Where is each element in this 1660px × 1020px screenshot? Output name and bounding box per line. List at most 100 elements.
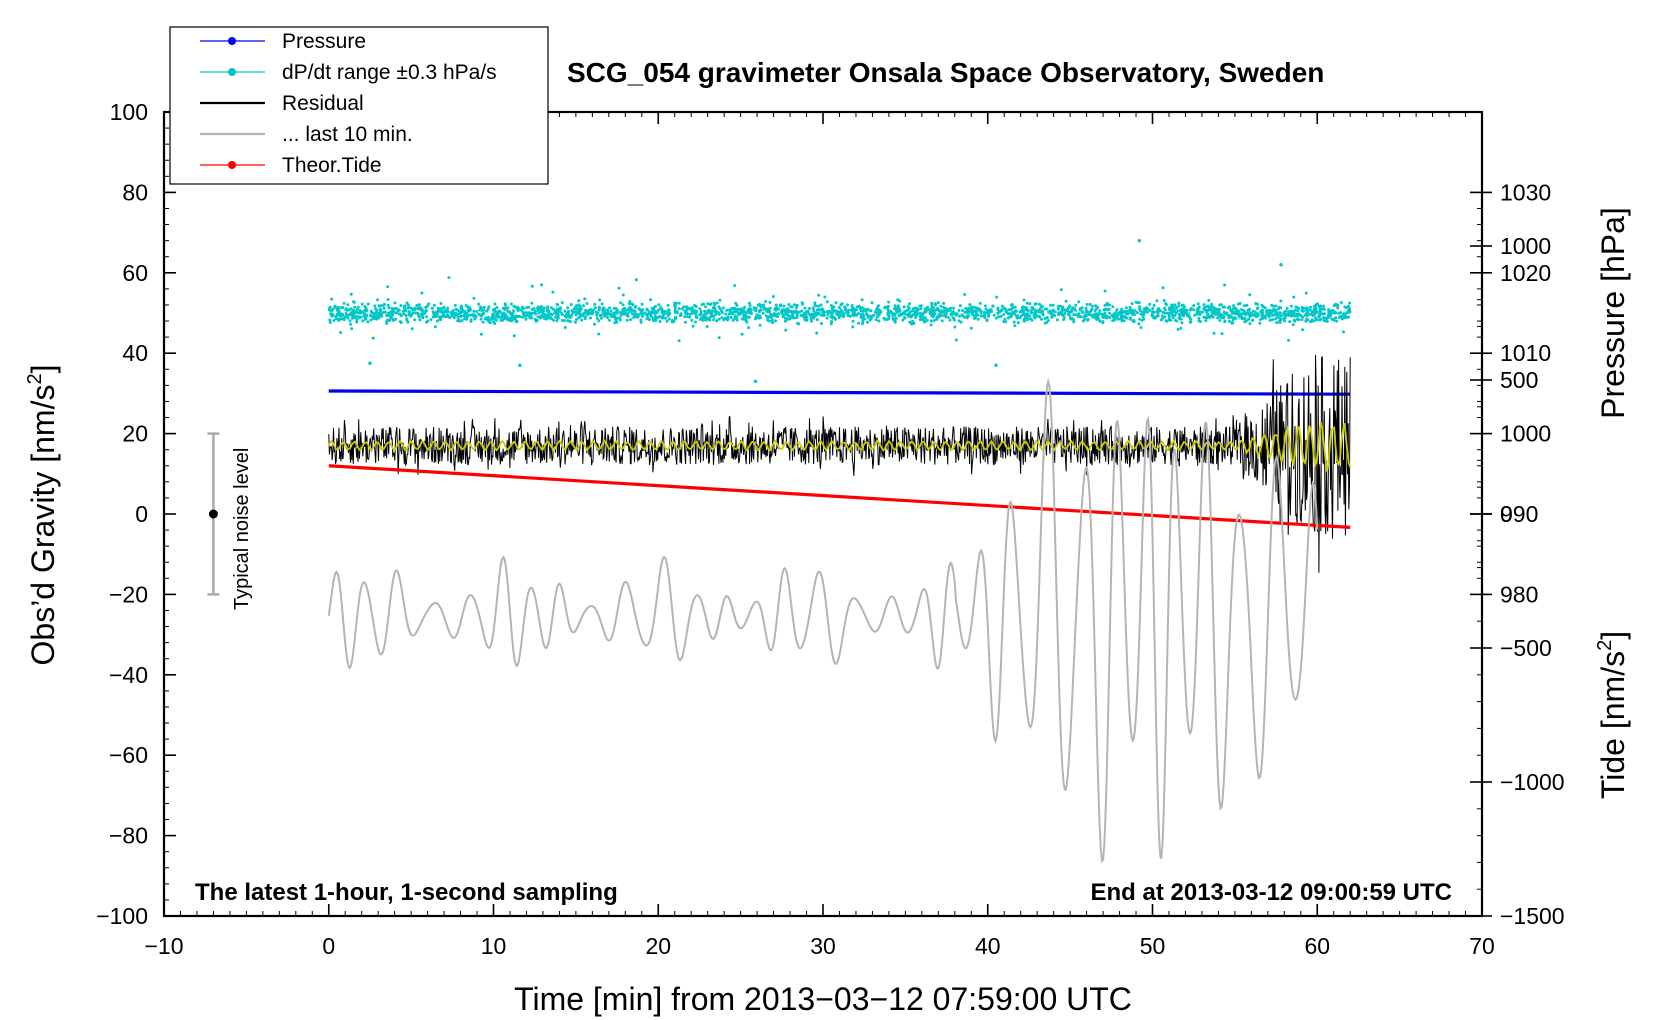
dpdt-point	[972, 316, 976, 320]
dpdt-point	[492, 317, 496, 321]
dpdt-point	[1148, 302, 1152, 306]
y-axis-label-tide: Tide [nm/s2]	[1594, 631, 1631, 799]
dpdt-point	[1176, 309, 1180, 313]
dpdt-point	[1340, 317, 1344, 321]
dpdt-point	[754, 309, 758, 313]
dpdt-point	[809, 319, 813, 323]
dpdt-point	[359, 310, 363, 314]
dpdt-point	[1163, 306, 1167, 310]
dpdt-point	[1197, 319, 1201, 323]
dpdt-point	[1016, 321, 1020, 325]
dpdt-point	[530, 284, 534, 288]
dpdt-point	[597, 332, 601, 336]
dpdt-point	[639, 318, 643, 322]
dpdt-point	[1067, 306, 1071, 310]
dpdt-point	[1180, 321, 1184, 325]
dpdt-point	[683, 315, 687, 319]
dpdt-point	[460, 319, 464, 322]
dpdt-point	[392, 310, 396, 314]
dpdt-point	[872, 313, 876, 317]
dpdt-point	[1171, 306, 1175, 310]
dpdt-point	[1095, 313, 1099, 317]
dpdt-point	[1319, 312, 1322, 315]
dpdt-point	[575, 304, 579, 308]
dpdt-point	[376, 312, 380, 316]
dpdt-point	[1296, 309, 1299, 313]
dpdt-point	[968, 303, 972, 307]
dpdt-point	[1085, 313, 1089, 317]
dpdt-point	[1327, 308, 1331, 312]
dpdt-point	[919, 313, 923, 317]
dpdt-point	[1214, 312, 1218, 316]
dpdt-point	[963, 293, 967, 296]
dpdt-point	[813, 303, 817, 307]
dpdt-outlier-point	[368, 361, 372, 365]
dpdt-point	[733, 317, 737, 320]
dpdt-point	[1295, 317, 1299, 321]
dpdt-point	[1070, 306, 1074, 310]
dpdt-point	[573, 320, 577, 324]
dpdt-point	[593, 322, 596, 326]
dpdt-point	[677, 339, 681, 343]
dpdt-point	[652, 311, 656, 315]
dpdt-point	[915, 310, 919, 314]
dpdt-point	[398, 320, 402, 324]
dpdt-point	[915, 308, 919, 312]
y-tick-label: −80	[109, 823, 148, 849]
dpdt-point	[1005, 310, 1008, 314]
dpdt-point	[972, 313, 976, 317]
dpdt-point	[405, 301, 409, 305]
dpdt-point	[996, 308, 1000, 312]
dpdt-point	[782, 309, 786, 313]
dpdt-point	[1029, 311, 1033, 315]
dpdt-point	[1067, 313, 1071, 317]
dpdt-point	[502, 311, 506, 315]
dpdt-point	[1028, 302, 1032, 306]
dpdt-point	[1270, 303, 1274, 307]
tide-tick-label: 500	[1500, 367, 1538, 393]
dpdt-point	[807, 307, 811, 310]
dpdt-point	[859, 313, 863, 317]
dpdt-point	[989, 308, 993, 312]
dpdt-point	[1163, 315, 1167, 319]
dpdt-point	[819, 313, 823, 317]
dpdt-point	[1253, 310, 1257, 314]
plot-frame	[162, 110, 1484, 918]
dpdt-point	[1047, 310, 1051, 314]
dpdt-point	[612, 311, 616, 315]
dpdt-point	[764, 314, 768, 318]
dpdt-point	[1062, 316, 1066, 320]
dpdt-point	[862, 309, 866, 312]
dpdt-point	[439, 302, 443, 305]
dpdt-point	[445, 310, 449, 314]
dpdt-point	[1135, 311, 1139, 315]
dpdt-point	[1345, 311, 1349, 315]
dpdt-point	[976, 317, 980, 321]
dpdt-point	[798, 310, 801, 314]
dpdt-point	[432, 312, 436, 316]
dpdt-point	[729, 316, 733, 319]
dpdt-point	[361, 319, 365, 323]
dpdt-point	[1331, 309, 1335, 312]
noise-level-label: Typical noise level	[231, 448, 253, 610]
dpdt-point	[1108, 316, 1112, 319]
dpdt-point	[1219, 316, 1223, 319]
dpdt-point	[530, 301, 534, 305]
dpdt-point	[453, 312, 457, 316]
dpdt-point	[589, 316, 592, 320]
x-tick-label: 20	[645, 933, 671, 959]
dpdt-point	[1234, 307, 1238, 311]
dpdt-point	[1218, 303, 1222, 307]
dpdt-point	[1022, 298, 1026, 302]
dpdt-point	[748, 307, 752, 311]
dpdt-point	[512, 309, 515, 313]
dpdt-point	[694, 312, 698, 316]
dpdt-point	[806, 309, 810, 313]
dpdt-point	[727, 312, 731, 316]
dpdt-point	[1216, 316, 1220, 320]
dpdt-point	[825, 316, 829, 320]
dpdt-point	[923, 307, 927, 311]
dpdt-point	[518, 315, 522, 319]
dpdt-point	[608, 306, 612, 310]
dpdt-point	[861, 322, 864, 326]
